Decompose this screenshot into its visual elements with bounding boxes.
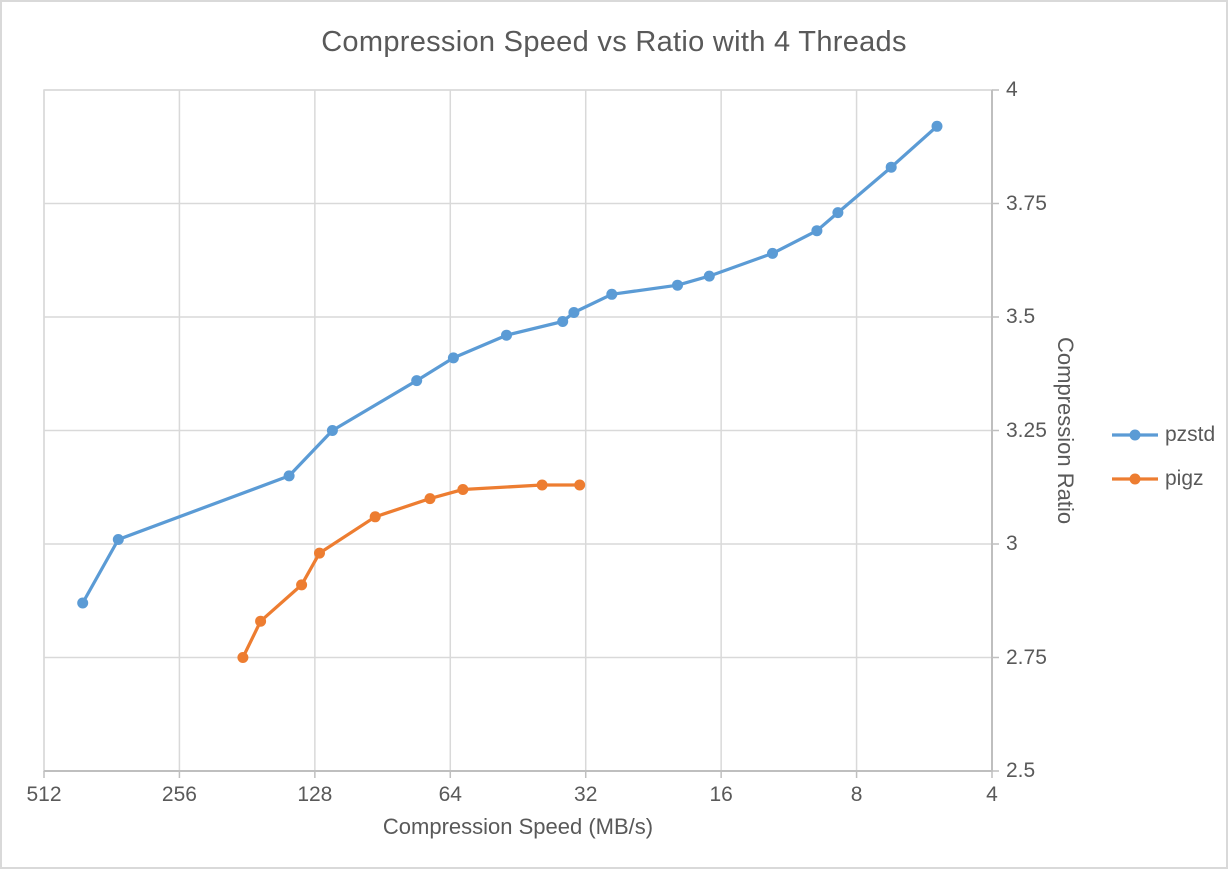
data-point-pzstd [112, 534, 124, 545]
x-tick-label: 512 [26, 783, 62, 806]
x-tick-label: 64 [438, 783, 462, 806]
x-tick-label: 256 [161, 783, 197, 806]
x-tick-label: 128 [297, 783, 333, 806]
legend-label: pzstd [1165, 423, 1216, 446]
x-tick-label: 32 [574, 783, 598, 806]
data-point-pzstd [606, 288, 618, 300]
y-tick-label: 4 [1006, 78, 1018, 101]
data-point-pzstd [326, 425, 338, 436]
data-point-pzstd [885, 161, 897, 173]
data-point-pigz [314, 547, 325, 559]
data-point-pzstd [568, 307, 580, 318]
chart-title: Compression Speed vs Ratio with 4 Thread… [321, 26, 907, 58]
y-tick-label: 3.5 [1006, 305, 1036, 328]
data-point-pzstd [283, 470, 295, 482]
legend-label: pigz [1165, 467, 1204, 490]
data-point-pigz [369, 511, 381, 523]
data-point-pzstd [447, 352, 459, 364]
x-tick-label: 4 [986, 783, 998, 806]
data-point-pigz [255, 615, 267, 627]
y-tick-label: 2.5 [1006, 759, 1036, 782]
data-point-pzstd [703, 270, 715, 282]
series-line-pigz [241, 483, 582, 660]
y-tick-label: 3.75 [1006, 191, 1047, 215]
data-point-pigz [457, 484, 469, 495]
series-line-pzstd [81, 124, 939, 605]
data-point-pzstd [501, 329, 512, 341]
y-tick-label: 3.25 [1006, 418, 1047, 442]
legend-entry-pigz: pigz [1112, 466, 1215, 492]
legend-marker-pigz [1112, 473, 1158, 485]
y-axis-title: Compression Ratio [1053, 336, 1078, 525]
data-point-pigz [536, 479, 548, 491]
legend-entry-pzstd: pzstd [1112, 422, 1215, 448]
data-point-pzstd [672, 279, 683, 291]
data-point-pzstd [77, 597, 89, 609]
data-point-pzstd [931, 120, 943, 132]
x-axis-title: Compression Speed (MB/s) [382, 814, 654, 839]
data-point-pzstd [811, 225, 823, 237]
x-tick-label: 8 [850, 783, 863, 806]
data-point-pigz [424, 493, 436, 505]
x-tick-label: 16 [709, 783, 733, 806]
legend-marker-pzstd [1112, 429, 1158, 441]
data-point-pzstd [767, 247, 778, 259]
data-point-pzstd [411, 375, 423, 387]
legend: pzstd pigz [1112, 422, 1215, 492]
data-point-pigz [237, 652, 249, 663]
data-point-pzstd [557, 316, 569, 327]
data-point-pigz [296, 579, 308, 591]
y-tick-label: 2.75 [1006, 645, 1047, 669]
y-tick-label: 3 [1006, 532, 1018, 555]
data-point-pzstd [832, 207, 844, 219]
data-point-pigz [574, 479, 586, 491]
